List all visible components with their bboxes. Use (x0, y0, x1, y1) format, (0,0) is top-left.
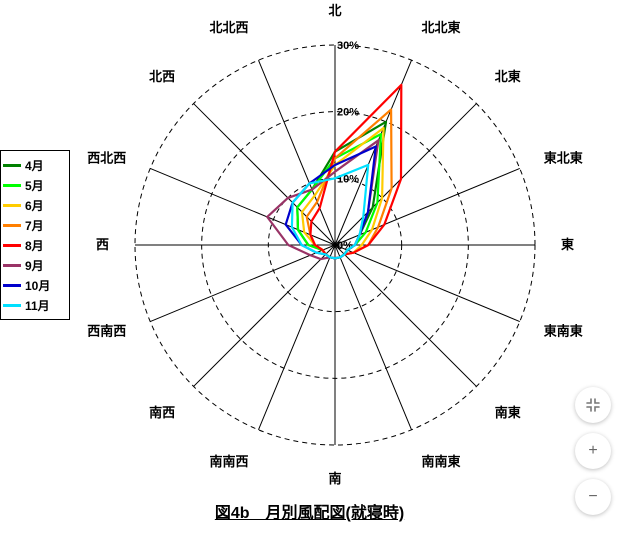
svg-text:西: 西 (96, 237, 109, 252)
legend-item: 5月 (3, 175, 65, 195)
legend-item: 4月 (3, 155, 65, 175)
legend-label: 6月 (25, 197, 44, 214)
svg-text:東南東: 東南東 (544, 323, 583, 338)
radar-chart: 10%20%30%0%北北北東北東東北東東東南東南東南南東南南南西南西西南西西西… (0, 0, 619, 533)
legend-item: 11月 (3, 295, 65, 315)
legend-item: 6月 (3, 195, 65, 215)
zoom-controls: + − (575, 387, 611, 515)
legend-label: 9月 (25, 257, 44, 274)
svg-text:北北東: 北北東 (421, 20, 460, 35)
svg-text:南: 南 (328, 471, 341, 486)
plus-icon: + (588, 442, 597, 460)
figure-caption: 図4b 月別風配図(就寝時) (0, 499, 619, 523)
svg-text:北北西: 北北西 (209, 20, 248, 35)
legend-label: 11月 (25, 297, 50, 314)
legend-swatch (3, 184, 21, 187)
legend-item: 8月 (3, 235, 65, 255)
minus-icon: − (588, 488, 597, 506)
svg-text:北: 北 (328, 3, 341, 18)
collapse-icon (586, 398, 600, 412)
legend-swatch (3, 164, 21, 167)
legend-item: 10月 (3, 275, 65, 295)
legend-label: 8月 (25, 237, 44, 254)
legend-swatch (3, 264, 21, 267)
svg-text:南東: 南東 (495, 405, 521, 420)
legend-swatch (3, 304, 21, 307)
zoom-out-button[interactable]: − (575, 479, 611, 515)
svg-text:南南西: 南南西 (209, 454, 248, 469)
svg-text:西北西: 西北西 (87, 151, 126, 166)
collapse-button[interactable] (575, 387, 611, 423)
zoom-in-button[interactable]: + (575, 433, 611, 469)
legend-item: 9月 (3, 255, 65, 275)
svg-text:北西: 北西 (149, 69, 175, 84)
svg-text:0%: 0% (337, 240, 353, 252)
legend-label: 4月 (25, 157, 44, 174)
legend-swatch (3, 284, 21, 287)
svg-text:東: 東 (561, 237, 574, 252)
legend: 4月 5月 6月 7月 8月 9月 10月 11月 (0, 150, 70, 320)
svg-text:南西: 南西 (149, 405, 175, 420)
svg-text:北東: 北東 (495, 69, 521, 84)
svg-text:20%: 20% (337, 107, 359, 119)
radar-chart-container: 10%20%30%0%北北北東北東東北東東東南東南東南南東南南南西南西西南西西西… (0, 0, 619, 533)
legend-item: 7月 (3, 215, 65, 235)
svg-text:西南西: 西南西 (87, 323, 126, 338)
svg-text:南南東: 南南東 (421, 454, 460, 469)
legend-label: 5月 (25, 177, 44, 194)
legend-label: 10月 (25, 277, 50, 294)
legend-swatch (3, 244, 21, 247)
svg-text:東北東: 東北東 (544, 151, 583, 166)
legend-swatch (3, 224, 21, 227)
legend-swatch (3, 204, 21, 207)
svg-text:30%: 30% (337, 40, 359, 52)
legend-label: 7月 (25, 217, 44, 234)
